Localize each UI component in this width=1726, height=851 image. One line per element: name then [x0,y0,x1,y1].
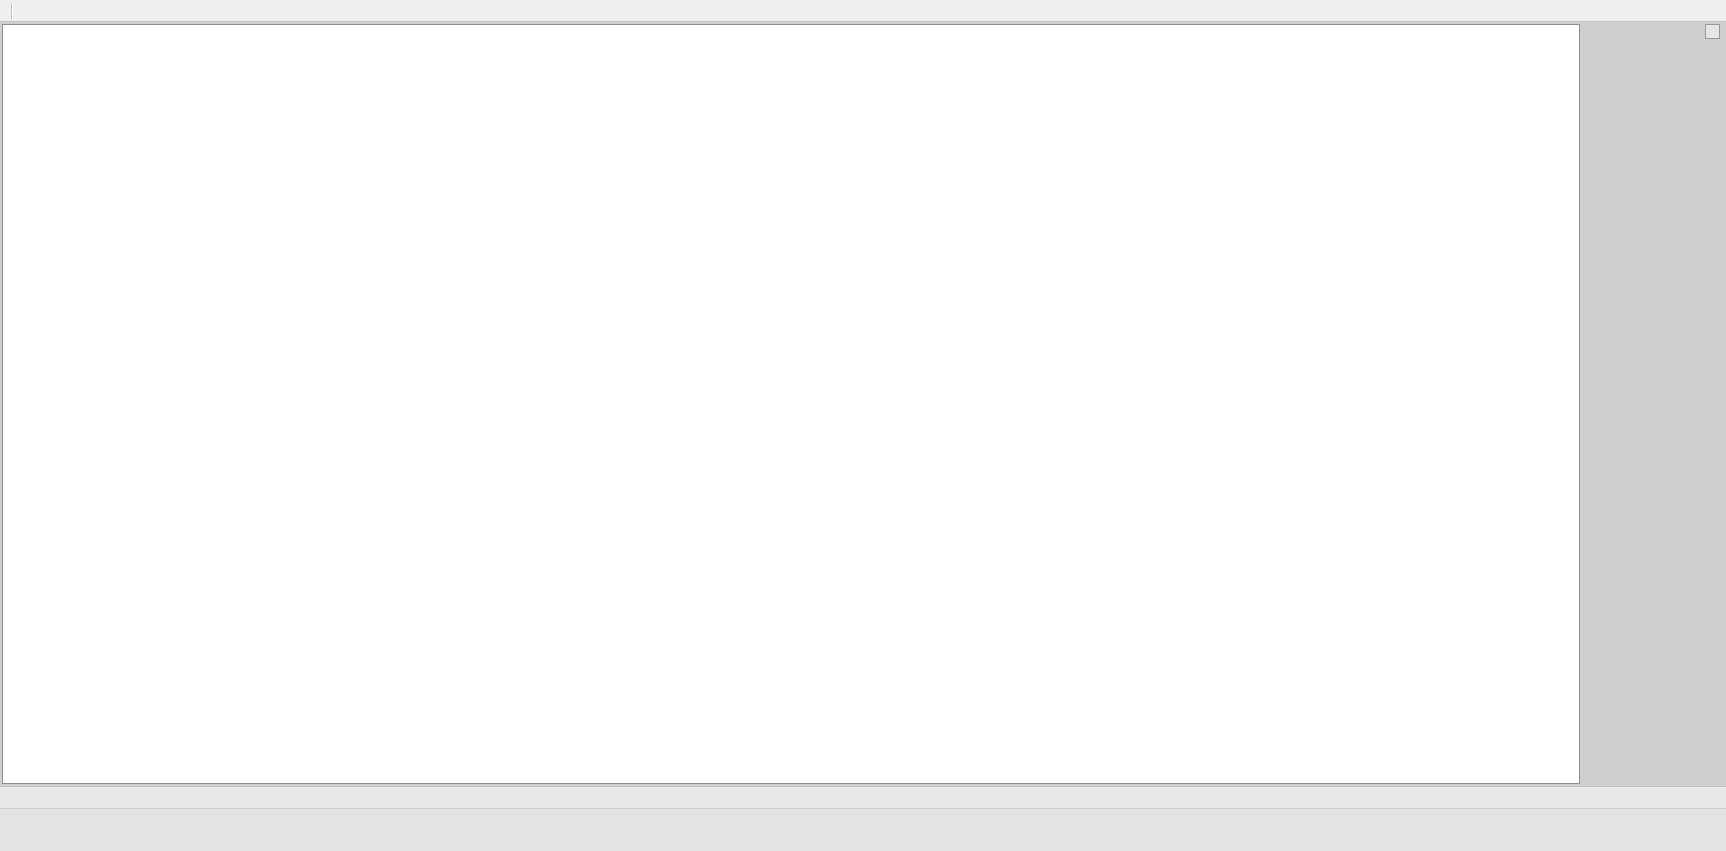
chart-canvas[interactable] [3,25,1579,783]
main-toolbar [0,0,1726,22]
scroll-up-button[interactable] [1705,24,1720,39]
workspace [0,22,1726,786]
chart-tabs [0,786,1726,808]
bottom-strip [0,808,1726,851]
chart-window-usdcad [2,24,1580,784]
toolbar-separator [11,2,12,19]
